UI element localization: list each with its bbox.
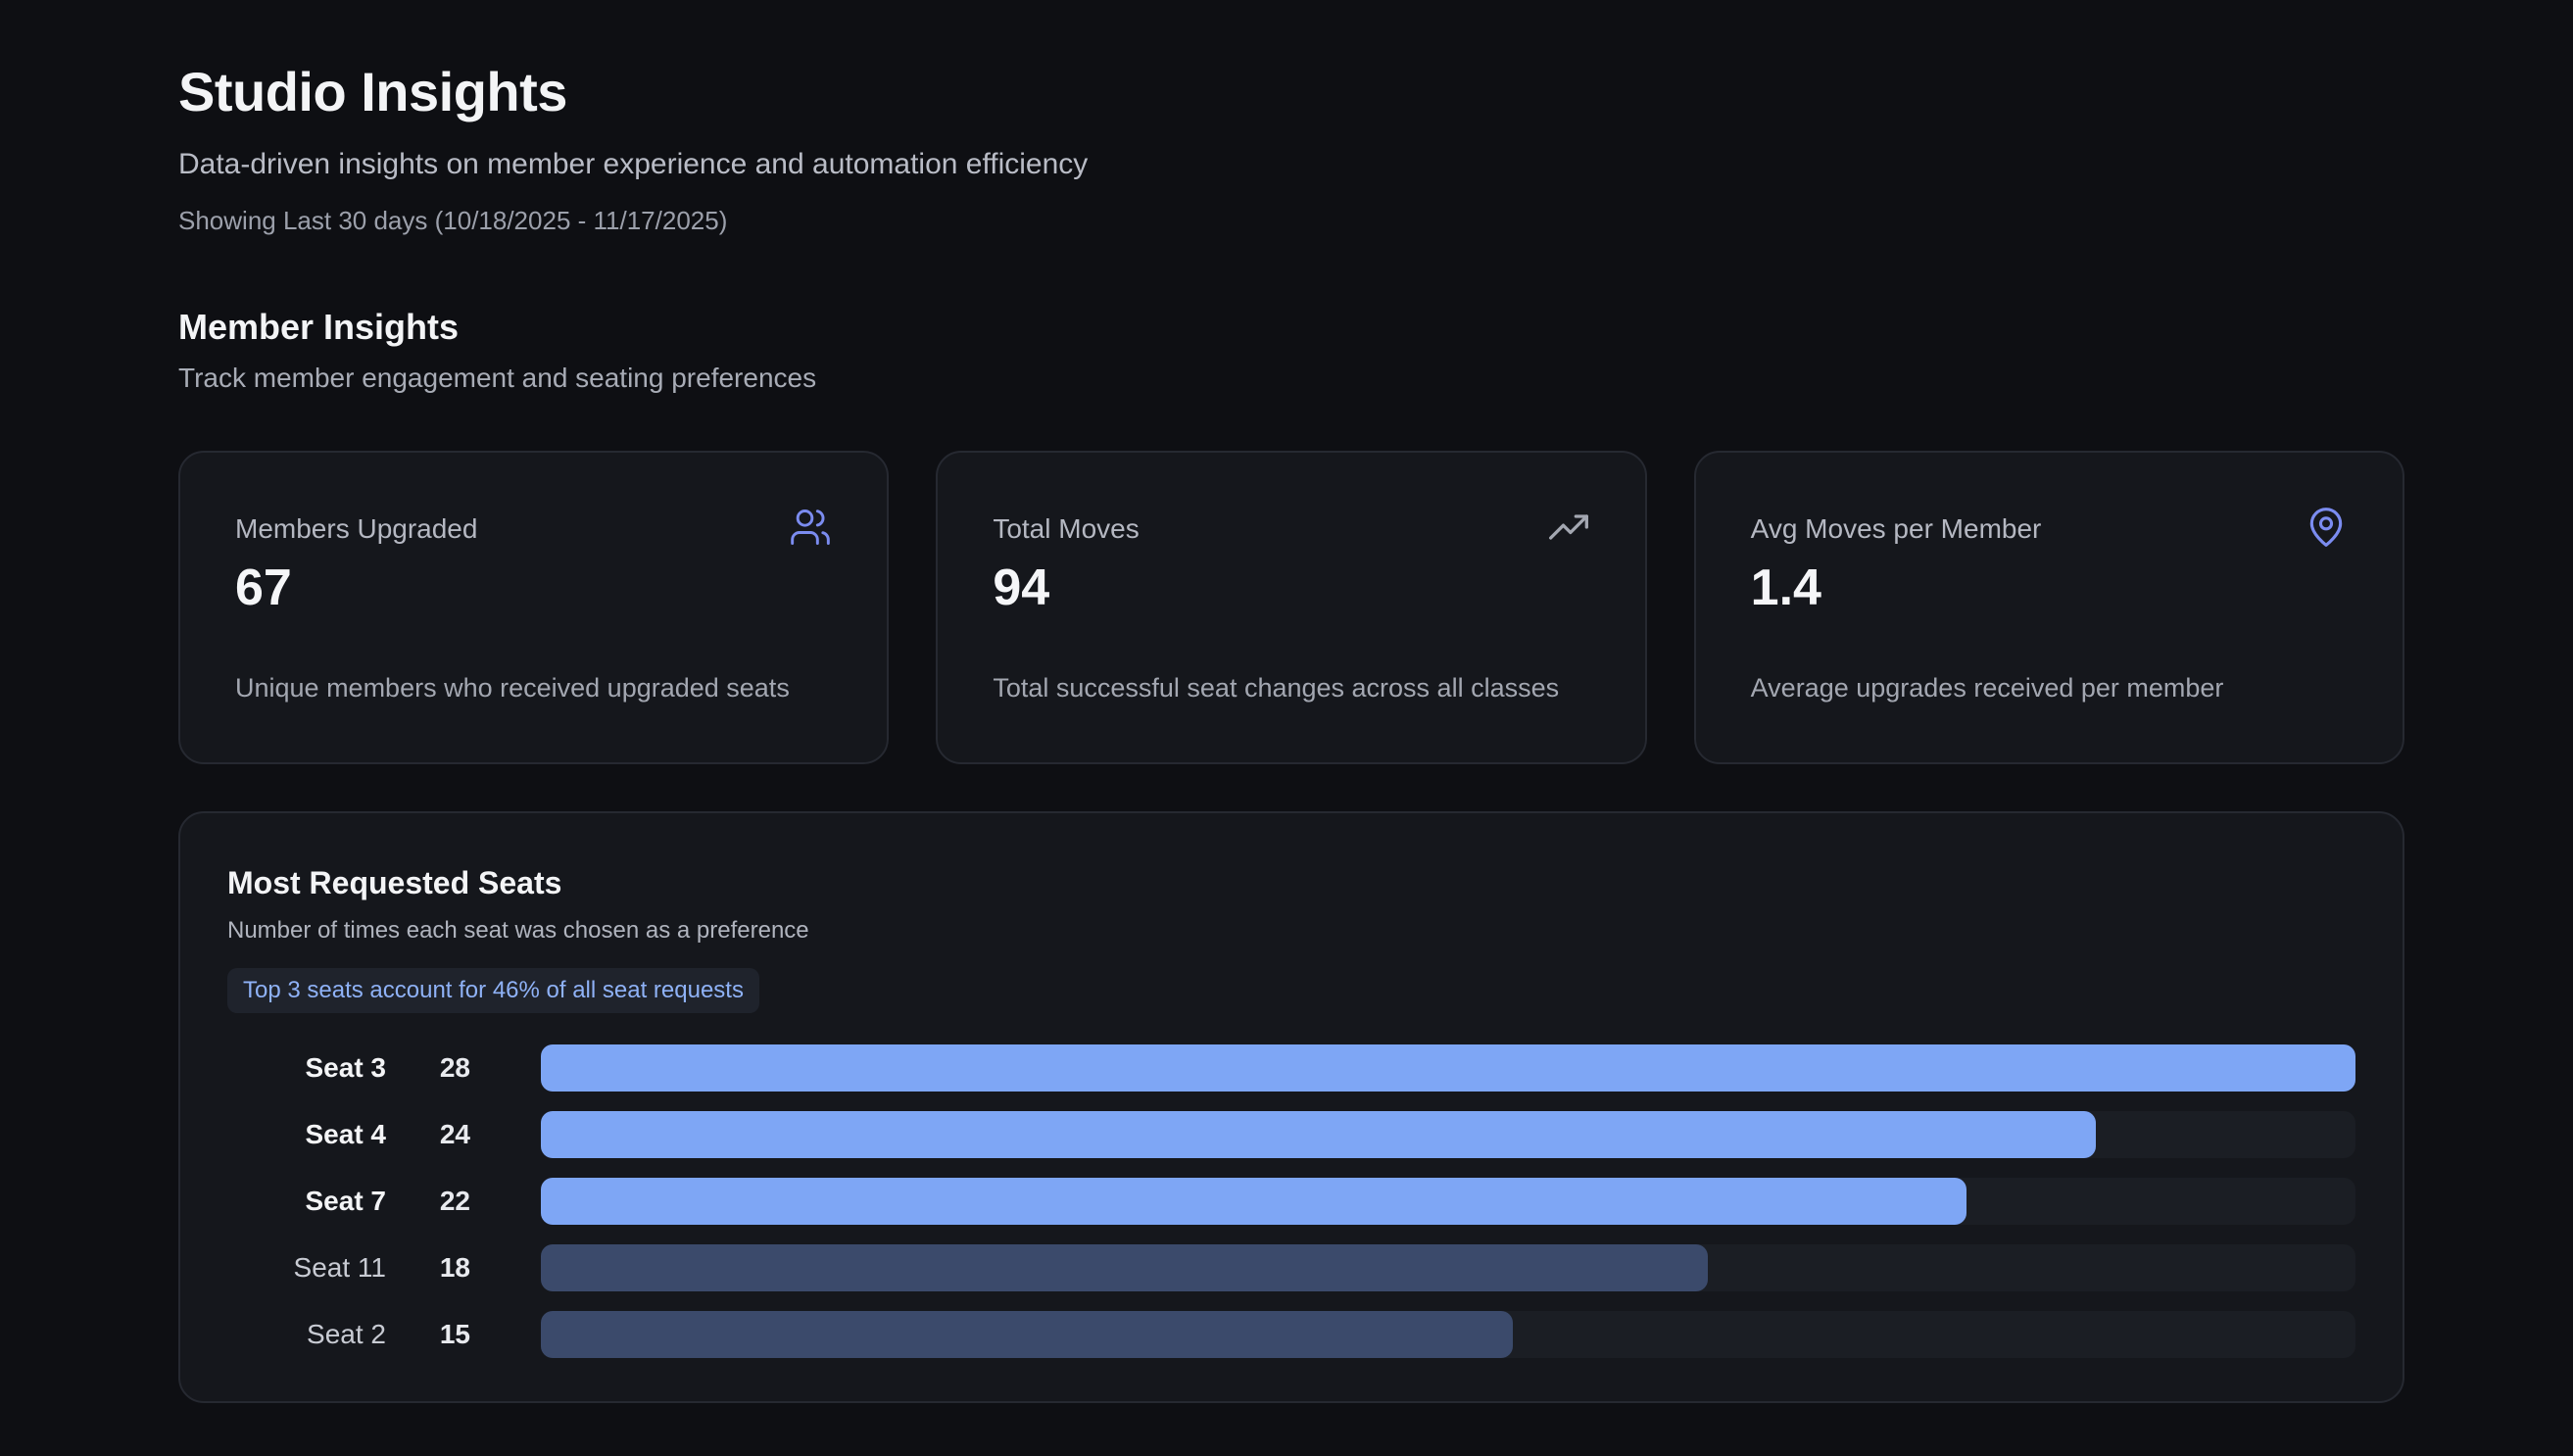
seat-bar [541,1178,1967,1225]
bar-track [541,1111,2355,1158]
page-subtitle: Data-driven insights on member experienc… [178,148,1089,180]
bar-track [541,1311,2355,1358]
chart-title: Most Requested Seats [227,865,562,900]
bar-track [541,1178,2355,1225]
seat-bar-row: Seat 7 22 [180,1178,2403,1225]
card-label: Members Upgraded [235,513,478,544]
card-description: Unique members who received upgraded sea… [235,673,790,703]
trending-up-icon [1548,514,1588,540]
seat-bar-row: Seat 3 28 [180,1044,2403,1092]
chart-subtitle: Number of times each seat was chosen as … [227,917,809,944]
seat-bar [541,1311,1514,1358]
page-title: Studio Insights [178,61,567,122]
section-title: Member Insights [178,307,460,347]
card-label: Total Moves [993,513,1140,544]
map-pin-icon [2309,508,2343,547]
seat-count: 24 [439,1119,470,1149]
most-requested-seats-panel: Most Requested Seats Number of times eac… [178,811,2404,1403]
avg-moves-card: Avg Moves per Member 1.4 Average upgrade… [1693,451,2404,764]
bar-track [541,1044,2355,1092]
section-description: Track member engagement and seating pref… [178,363,817,393]
card-value: 1.4 [1750,559,1821,616]
users-icon [791,510,831,545]
seat-count: 28 [439,1052,470,1083]
seat-bar-row: Seat 11 18 [180,1244,2403,1291]
seat-bar-row: Seat 2 15 [180,1311,2403,1358]
seat-label: Seat 11 [293,1252,386,1283]
seat-label: Seat 3 [305,1052,387,1083]
seat-count: 15 [439,1319,470,1349]
seat-bar [541,1111,2097,1158]
card-label: Avg Moves per Member [1750,513,2042,544]
card-description: Total successful seat changes across all… [993,673,1560,703]
member-insights-header: Member Insights Track member engagement … [178,304,816,396]
seat-bar [541,1244,1708,1291]
card-description: Average upgrades received per member [1750,673,2224,703]
card-value: 94 [993,559,1050,616]
seat-label: Seat 2 [307,1319,386,1349]
seat-bar-row: Seat 4 24 [180,1111,2403,1158]
card-value: 67 [235,559,292,616]
seat-count: 22 [439,1186,470,1216]
seat-count: 18 [439,1252,470,1283]
date-range-label: Showing Last 30 days (10/18/2025 - 11/17… [178,206,728,235]
members-upgraded-card: Members Upgraded 67 Unique members who r… [178,451,890,764]
stat-cards: Members Upgraded 67 Unique members who r… [178,451,2404,764]
seat-bar [541,1044,2355,1092]
seat-label: Seat 4 [305,1119,387,1149]
top-seats-badge: Top 3 seats account for 46% of all seat … [227,968,759,1013]
page-header: Studio Insights Data-driven insights on … [178,57,1088,237]
seat-label: Seat 7 [305,1186,387,1216]
total-moves-card: Total Moves 94 Total successful seat cha… [936,451,1647,764]
bar-track [541,1244,2355,1291]
